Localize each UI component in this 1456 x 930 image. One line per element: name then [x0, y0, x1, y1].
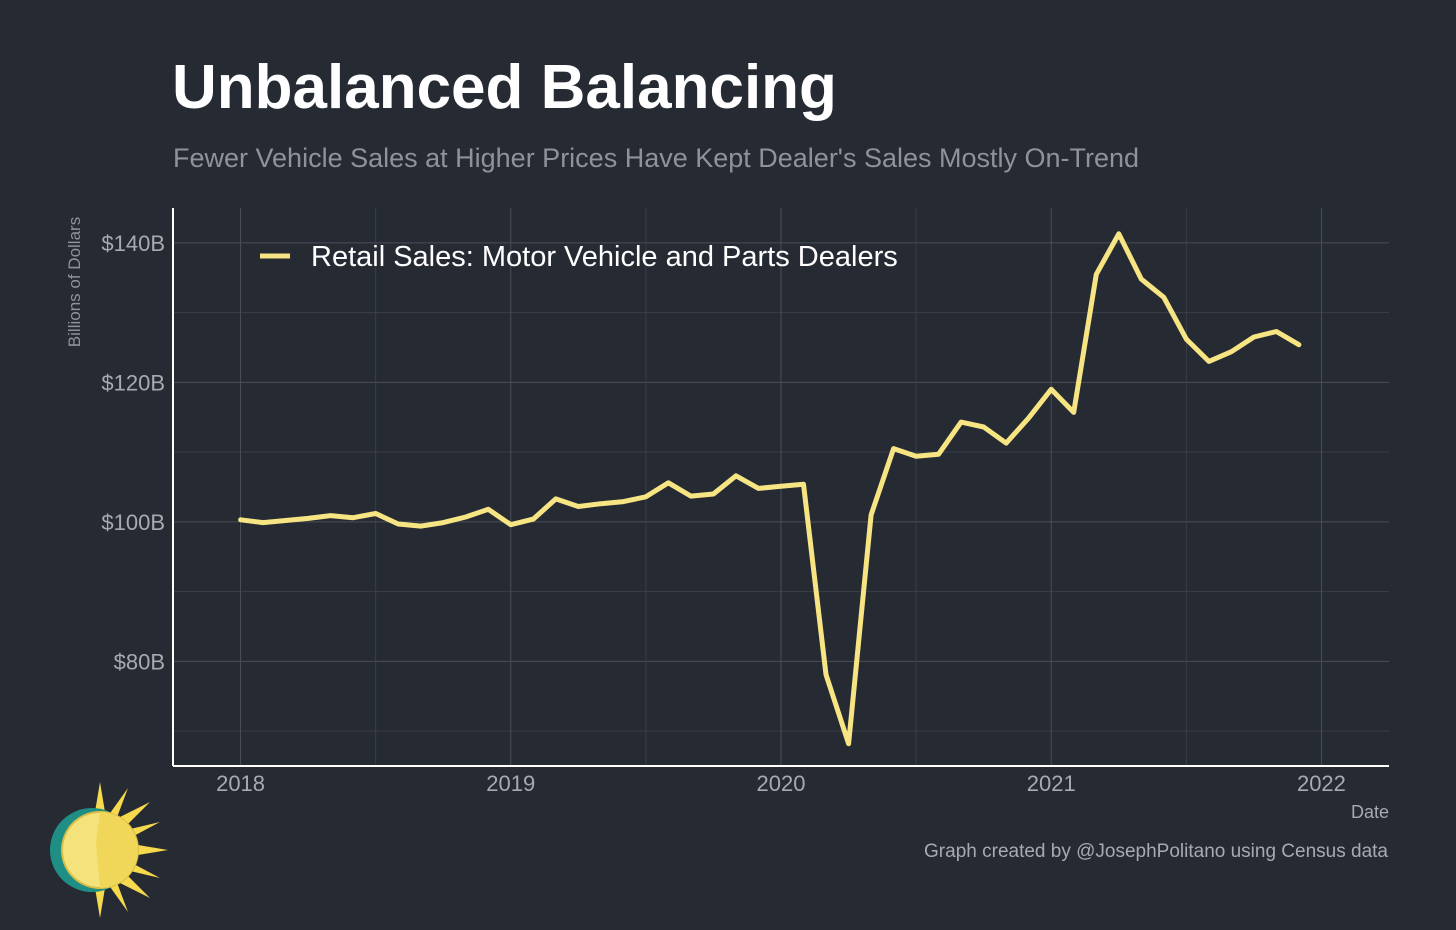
legend-label: Retail Sales: Motor Vehicle and Parts De…: [311, 241, 898, 273]
chart-subtitle: Fewer Vehicle Sales at Higher Prices Hav…: [173, 143, 1140, 173]
x-axis-title: Date: [1351, 802, 1389, 822]
x-tick-label: 2020: [757, 771, 806, 796]
chart-title: Unbalanced Balancing: [172, 53, 837, 122]
x-tick-label: 2019: [486, 771, 535, 796]
x-tick-label: 2022: [1297, 771, 1346, 796]
y-tick-label: $120B: [101, 370, 165, 395]
series-line-retail-sales: [238, 231, 1302, 747]
sun-icon: [44, 782, 168, 923]
source-caption: Graph created by @JosephPolitano using C…: [924, 841, 1388, 862]
x-tick-label: 2018: [216, 771, 265, 796]
y-tick-label: $80B: [114, 649, 165, 674]
y-tick-label: $140B: [101, 231, 165, 256]
x-tick-label: 2021: [1027, 771, 1076, 796]
y-tick-label: $100B: [101, 510, 165, 535]
y-axis-title: Billions of Dollars: [65, 217, 84, 347]
